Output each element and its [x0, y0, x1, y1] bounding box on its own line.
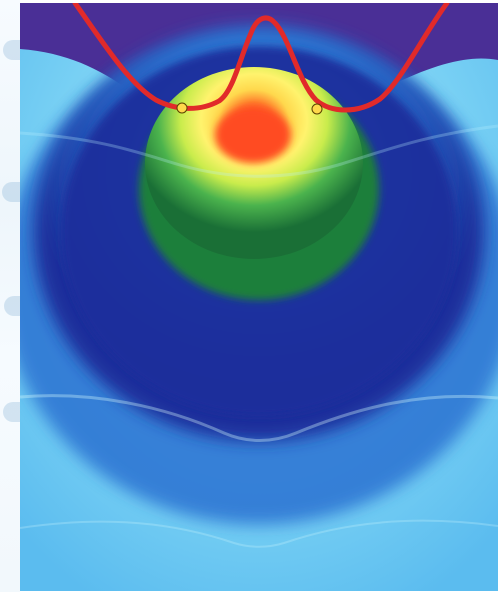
red-boundary-curve — [72, 3, 450, 113]
simulation-field — [20, 3, 498, 591]
right-node-marker — [311, 103, 323, 115]
left-margin-strip — [0, 0, 20, 592]
left-node-marker — [176, 102, 188, 114]
lower-contour-2 — [20, 519, 498, 548]
lower-contour-1 — [20, 394, 498, 442]
hotspot-core — [215, 107, 291, 163]
field-svg — [20, 3, 498, 591]
upper-contour-1 — [20, 124, 498, 178]
hotspot-lobe — [145, 67, 363, 259]
